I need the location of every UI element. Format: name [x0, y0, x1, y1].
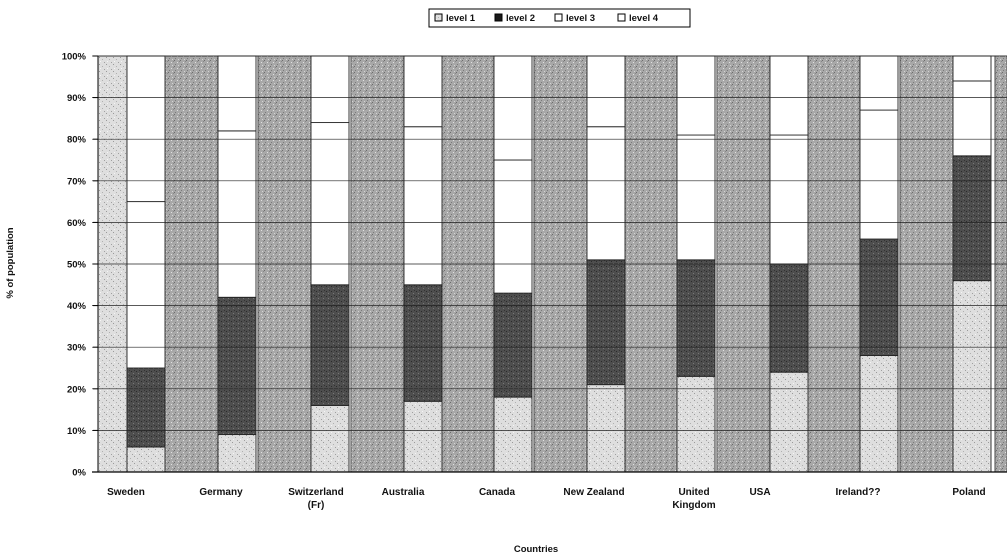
y-tick-labels: 0% 10% 20% 30% 40% 50% 60% 70% 80% 90% 100% [62, 52, 87, 479]
bar-segment-level-3 [217, 130, 257, 298]
bar-segment-level-4 [769, 55, 809, 136]
x-category-label: Germany [199, 487, 243, 498]
bar-segment-level-1 [310, 404, 350, 473]
y-tick-label: 30% [67, 343, 87, 354]
x-category-label: (Fr) [308, 500, 325, 511]
bar-segment-level-3 [310, 122, 350, 286]
y-tick-label: 90% [67, 93, 87, 104]
bar-segment-level-3 [769, 134, 809, 265]
bar-segment-level-4 [126, 55, 166, 203]
axes [92, 55, 1007, 473]
y-axis-title: % of population [5, 227, 16, 298]
y-tick-label: 100% [62, 52, 87, 63]
bar-segment-level-1 [952, 280, 992, 473]
bar-segment-level-4 [403, 55, 443, 128]
legend-label: level 4 [629, 13, 659, 24]
bar-segment-level-4 [310, 55, 350, 124]
bar-segment-level-2 [403, 284, 443, 402]
bar-segment-level-1 [859, 355, 899, 473]
bar-segment-level-2 [676, 259, 716, 377]
x-category-label: Canada [479, 487, 516, 498]
y-tick-label: 20% [67, 384, 87, 395]
y-tick-label: 40% [67, 301, 87, 312]
bar-segment-level-2 [769, 263, 809, 373]
y-tick-label: 0% [72, 468, 86, 479]
y-tick-label: 70% [67, 176, 87, 187]
legend-swatch [434, 13, 443, 22]
bar-segment-level-4 [586, 55, 626, 128]
bar-segment-level-3 [493, 159, 533, 294]
bar-segment-level-2 [126, 367, 166, 448]
x-category-label: Kingdom [672, 500, 715, 511]
bar-segment-level-4 [676, 55, 716, 136]
bar-segment-level-1 [126, 446, 166, 473]
legend-label: level 3 [566, 13, 595, 24]
category-labels: Sweden Germany Switzerland (Fr) Australia Can… [107, 487, 986, 511]
legend: level 1 level 2 level 3 level 4 [428, 8, 691, 28]
x-category-label: Sweden [107, 487, 145, 498]
bars [126, 55, 992, 473]
bar-segment-level-2 [586, 259, 626, 386]
gridlines [92, 55, 1007, 473]
x-category-label: Switzerland [288, 487, 344, 498]
bar-segment-level-1 [217, 434, 257, 473]
bar-segment-level-1 [403, 400, 443, 473]
legend-swatch [554, 13, 563, 22]
x-category-label: Ireland?? [835, 487, 880, 498]
bar-segment-level-4 [493, 55, 533, 161]
bar-segment-level-2 [217, 296, 257, 436]
y-tick-label: 80% [67, 135, 87, 146]
bar-segment-level-1 [586, 384, 626, 473]
bar-segment-level-3 [586, 126, 626, 261]
bar-segment-level-3 [859, 109, 899, 240]
bar-segment-level-2 [493, 292, 533, 398]
bar-segment-level-3 [676, 134, 716, 261]
x-category-label: Australia [382, 487, 425, 498]
x-axis-title: Countries [514, 544, 558, 555]
legend-swatch [494, 13, 503, 22]
y-tick-label: 60% [67, 218, 87, 229]
y-tick-label: 10% [67, 426, 87, 437]
y-tick-label: 50% [67, 260, 87, 271]
bar-segment-level-2 [310, 284, 350, 406]
bar-segment-level-2 [952, 155, 992, 282]
legend-swatch [617, 13, 626, 22]
bar-segment-level-3 [952, 80, 992, 157]
bar-segment-level-1 [676, 375, 716, 473]
bar-segment-level-3 [403, 126, 443, 286]
bar-segment-level-4 [217, 55, 257, 132]
bar-segment-level-4 [952, 55, 992, 82]
bar-segment-level-1 [769, 371, 809, 473]
x-category-label: New Zealand [563, 487, 624, 498]
x-category-label: USA [749, 487, 770, 498]
legend-label: level 2 [506, 13, 535, 24]
x-category-label: United [678, 487, 709, 498]
bar-segment-level-1 [493, 396, 533, 473]
bar-segment-level-3 [126, 201, 166, 369]
legend-label: level 1 [446, 13, 476, 24]
bar-segment-level-4 [859, 55, 899, 111]
x-category-label: Poland [952, 487, 985, 498]
bar-segment-level-2 [859, 238, 899, 356]
